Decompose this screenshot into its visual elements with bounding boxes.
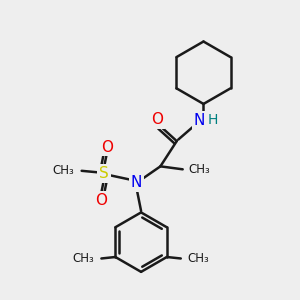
Text: O: O xyxy=(101,140,113,154)
Text: S: S xyxy=(99,166,109,181)
Text: CH₃: CH₃ xyxy=(189,163,210,176)
Text: N: N xyxy=(131,175,142,190)
Text: CH₃: CH₃ xyxy=(73,252,94,265)
Text: O: O xyxy=(95,193,107,208)
Text: N: N xyxy=(194,113,205,128)
Text: H: H xyxy=(208,113,218,127)
Text: CH₃: CH₃ xyxy=(188,252,209,265)
Text: O: O xyxy=(151,112,163,127)
Text: CH₃: CH₃ xyxy=(52,164,74,177)
